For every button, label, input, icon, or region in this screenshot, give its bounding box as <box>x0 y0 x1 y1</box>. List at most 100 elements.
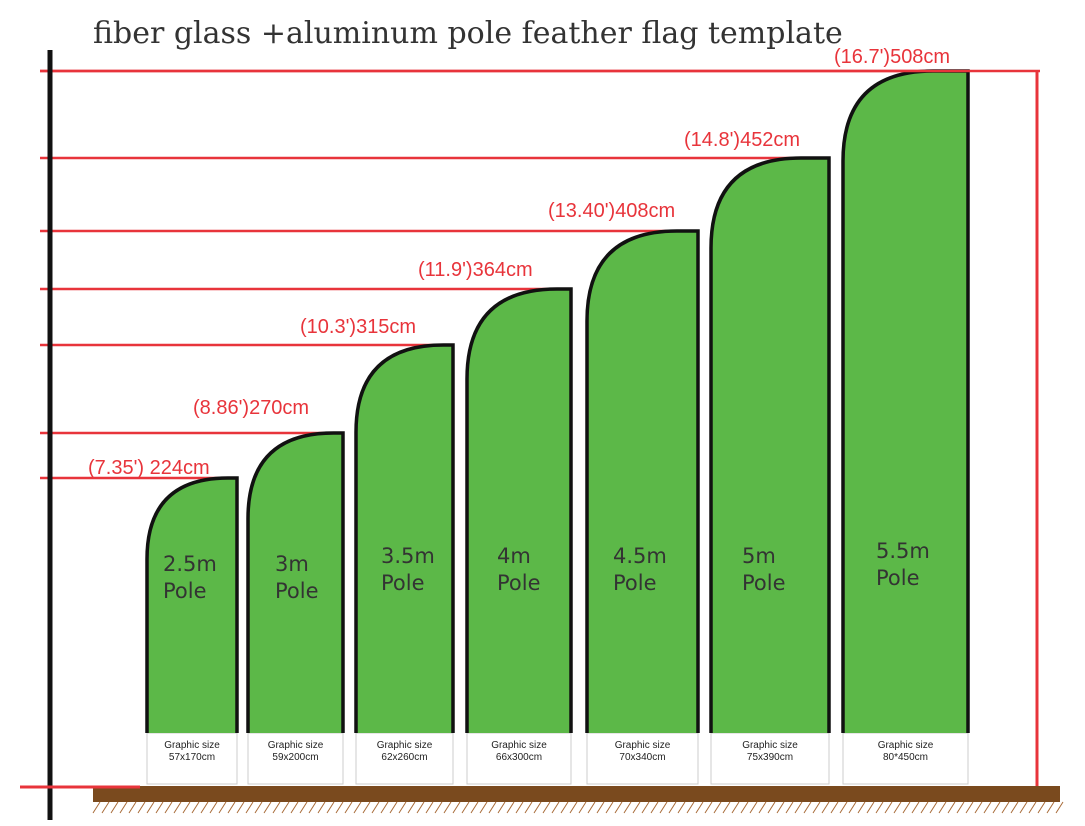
hatch-stroke <box>929 801 938 814</box>
hatch-stroke <box>1046 801 1055 814</box>
feather-flag-shape <box>248 433 343 733</box>
graphic-size-box <box>247 732 344 785</box>
hatch-stroke <box>650 801 659 814</box>
pole-size-label: 3.5m <box>381 544 435 568</box>
hatch-stroke <box>830 801 839 814</box>
hatch-stroke <box>902 801 911 814</box>
pole-word-label: Pole <box>876 566 920 590</box>
graphic-size-value: 57x170cm <box>169 752 215 763</box>
graphic-size-value: 75x390cm <box>747 752 793 763</box>
hatch-stroke <box>146 801 155 814</box>
hatch-stroke <box>839 801 848 814</box>
hatch-stroke <box>389 801 398 814</box>
graphic-size-value: 80*450cm <box>883 752 928 763</box>
hatch-stroke <box>992 801 1001 814</box>
diagram-title: fiber glass +aluminum pole feather flag … <box>93 16 843 51</box>
hatch-stroke <box>1028 801 1037 814</box>
hatch-stroke <box>110 801 119 814</box>
hatch-stroke <box>497 801 506 814</box>
hatch-stroke <box>551 801 560 814</box>
flag-height-label: (8.86')270cm <box>193 397 309 419</box>
flag-outline <box>354 343 455 733</box>
hatch-stroke <box>101 801 110 814</box>
ground-bar <box>93 786 1060 802</box>
hatch-stroke <box>1019 801 1028 814</box>
hatch-stroke <box>137 801 146 814</box>
graphic-size-value: 62x260cm <box>381 752 427 763</box>
hatch-stroke <box>443 801 452 814</box>
hatch-stroke <box>335 801 344 814</box>
pole-size-label: 4.5m <box>613 544 667 568</box>
graphic-size-caption: Graphic size <box>268 740 324 751</box>
hatch-stroke <box>695 801 704 814</box>
graphic-size-value: 59x200cm <box>272 752 318 763</box>
flag-outline <box>585 229 700 733</box>
hatch-stroke <box>848 801 857 814</box>
hatch-stroke <box>956 801 965 814</box>
hatch-stroke <box>407 801 416 814</box>
graphic-size-box <box>146 732 238 785</box>
hatch-stroke <box>677 801 686 814</box>
hatch-stroke <box>281 801 290 814</box>
hatch-stroke <box>938 801 947 814</box>
pole-size-label: 2.5m <box>163 552 217 576</box>
hatch-stroke <box>965 801 974 814</box>
hatch-stroke <box>236 801 245 814</box>
graphic-size-value: 70x340cm <box>619 752 665 763</box>
hatch-stroke <box>164 801 173 814</box>
hatch-stroke <box>704 801 713 814</box>
feather-flag-shape <box>467 289 571 733</box>
hatch-stroke <box>434 801 443 814</box>
feather-flag-shape <box>147 478 237 733</box>
pole-word-label: Pole <box>381 571 425 595</box>
hatch-stroke <box>587 801 596 814</box>
hatch-stroke <box>308 801 317 814</box>
flag-outline <box>145 476 239 733</box>
hatch-stroke <box>173 801 182 814</box>
hatch-stroke <box>416 801 425 814</box>
hatch-stroke <box>533 801 542 814</box>
hatch-stroke <box>686 801 695 814</box>
hatch-stroke <box>857 801 866 814</box>
hatch-stroke <box>785 801 794 814</box>
hatch-stroke <box>155 801 164 814</box>
pole-word-label: Pole <box>163 579 207 603</box>
hatch-stroke <box>398 801 407 814</box>
graphic-size-caption: Graphic size <box>742 740 798 751</box>
hatch-stroke <box>461 801 470 814</box>
hatch-stroke <box>272 801 281 814</box>
pole-word-label: Pole <box>742 571 786 595</box>
hatch-stroke <box>209 801 218 814</box>
graphic-size-caption: Graphic size <box>615 740 671 751</box>
hatch-stroke <box>92 801 101 814</box>
flag-outline <box>246 431 345 733</box>
hatch-stroke <box>920 801 929 814</box>
hatch-stroke <box>884 801 893 814</box>
hatch-stroke <box>290 801 299 814</box>
hatch-stroke <box>1010 801 1019 814</box>
flag-height-label: (16.7')508cm <box>834 46 950 68</box>
hatch-stroke <box>866 801 875 814</box>
graphic-size-caption: Graphic size <box>164 740 220 751</box>
graphic-size-box <box>355 732 454 785</box>
pole-word-label: Pole <box>275 579 319 603</box>
graphic-size-box <box>710 732 830 785</box>
hatch-stroke <box>371 801 380 814</box>
graphic-size-box <box>466 732 572 785</box>
hatch-stroke <box>983 801 992 814</box>
hatch-stroke <box>911 801 920 814</box>
hatch-stroke <box>245 801 254 814</box>
hatch-stroke <box>191 801 200 814</box>
pole-size-label: 3m <box>275 552 309 576</box>
hatch-stroke <box>749 801 758 814</box>
hatch-stroke <box>1037 801 1046 814</box>
hatch-stroke <box>1001 801 1010 814</box>
hatch-stroke <box>632 801 641 814</box>
hatch-stroke <box>605 801 614 814</box>
hatch-stroke <box>614 801 623 814</box>
hatch-stroke <box>776 801 785 814</box>
graphic-size-caption: Graphic size <box>377 740 433 751</box>
feather-flag-shape <box>587 231 698 733</box>
hatch-stroke <box>1055 801 1064 814</box>
